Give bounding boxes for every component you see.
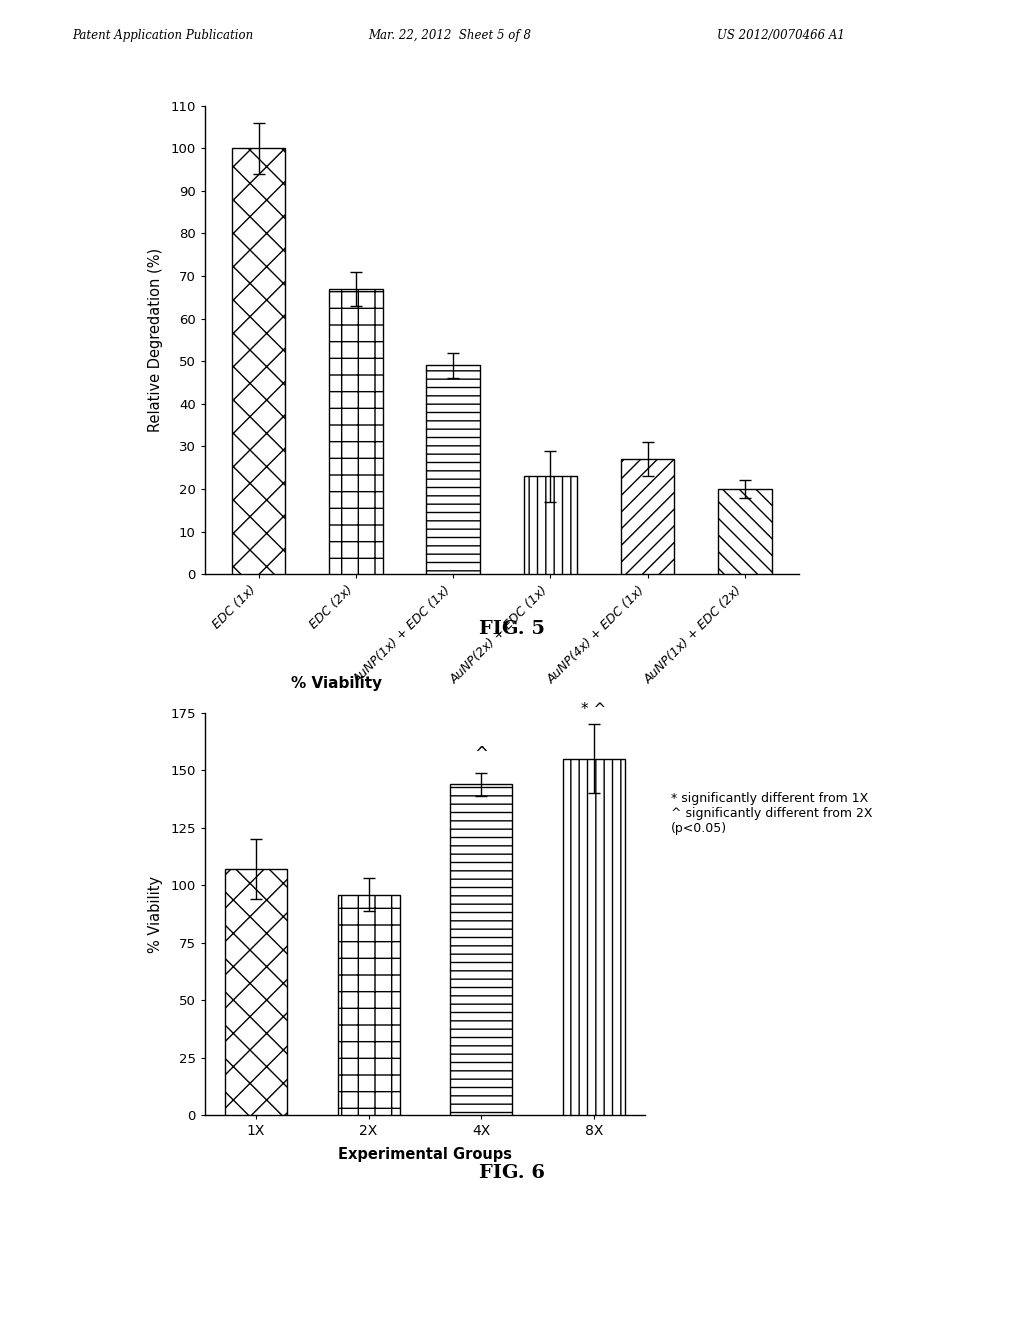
- Bar: [621, 459, 675, 574]
- Text: Patent Application Publication: Patent Application Publication: [72, 29, 253, 42]
- Text: * significantly different from 1X
^ significantly different from 2X
(p<0.05): * significantly different from 1X ^ sign…: [671, 792, 872, 836]
- Bar: [225, 870, 287, 1115]
- Y-axis label: % Viability: % Viability: [148, 875, 163, 953]
- Bar: [338, 895, 399, 1115]
- Y-axis label: Relative Degredation (%): Relative Degredation (%): [148, 248, 164, 432]
- Bar: [523, 477, 578, 574]
- Text: ^: ^: [474, 746, 488, 763]
- Bar: [231, 148, 286, 574]
- X-axis label: Experimental Groups: Experimental Groups: [338, 1147, 512, 1162]
- Bar: [563, 759, 625, 1115]
- Bar: [451, 784, 512, 1115]
- Bar: [718, 488, 772, 574]
- Text: * ^: * ^: [582, 702, 607, 717]
- Bar: [426, 366, 480, 574]
- Bar: [329, 289, 383, 574]
- Text: Mar. 22, 2012  Sheet 5 of 8: Mar. 22, 2012 Sheet 5 of 8: [369, 29, 531, 42]
- Text: US 2012/0070466 A1: US 2012/0070466 A1: [717, 29, 845, 42]
- Title: % Viability: % Viability: [292, 676, 382, 690]
- Text: FIG. 6: FIG. 6: [479, 1164, 545, 1183]
- Text: FIG. 5: FIG. 5: [479, 620, 545, 639]
